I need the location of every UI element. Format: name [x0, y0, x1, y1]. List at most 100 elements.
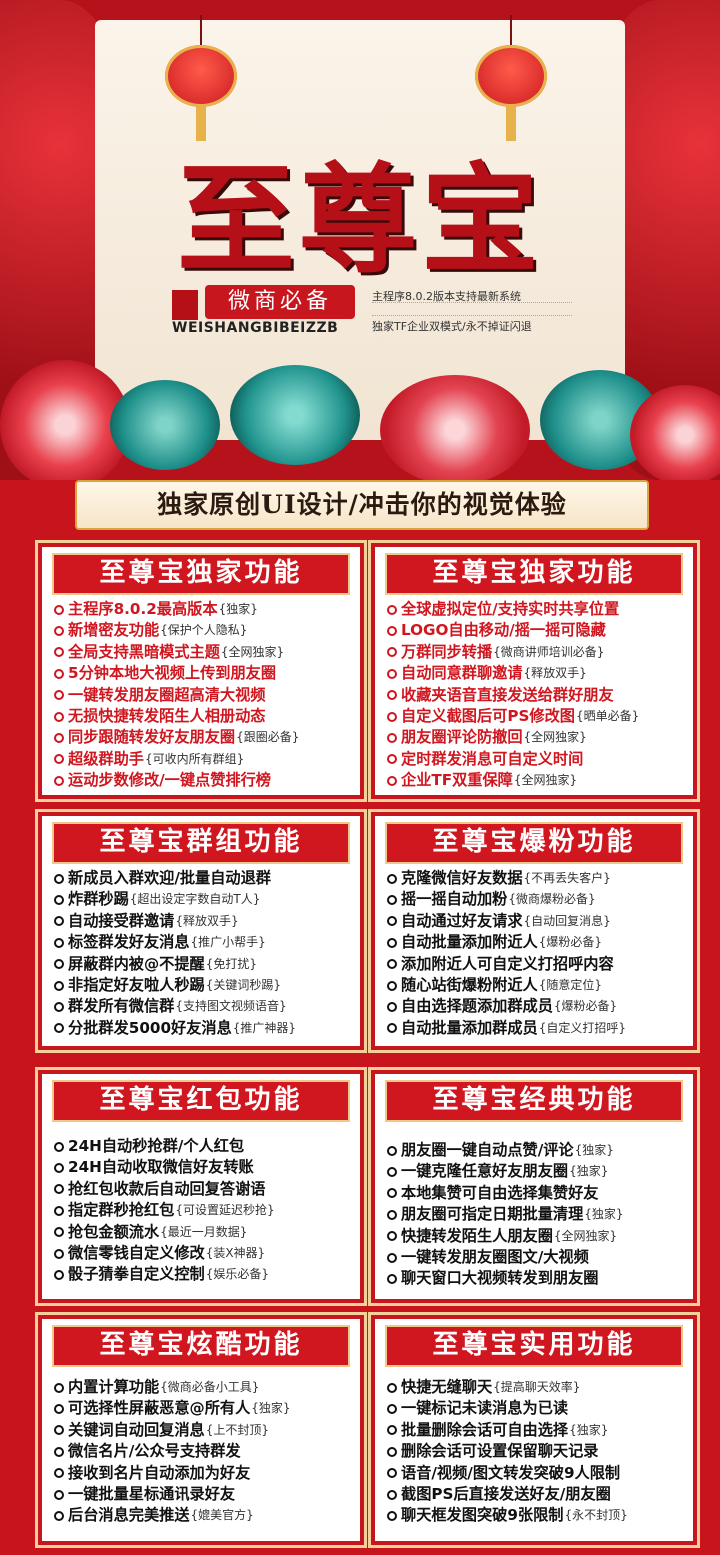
- list-item: 标签群发好友消息 {推广小帮手}: [54, 932, 352, 953]
- item-note: {永不封顶}: [564, 1508, 628, 1523]
- bullet-icon: [387, 711, 397, 722]
- bullet-icon: [54, 916, 64, 927]
- flower-icon: [230, 365, 360, 465]
- item-note: {超出设定字数自动T人}: [129, 892, 261, 907]
- item-text: 企业TF双重保障: [401, 771, 513, 790]
- list-item: 语音/视频/图文转发突破9人限制: [387, 1463, 685, 1484]
- list-item: 全球虚拟定位/支持实时共享位置: [387, 599, 685, 620]
- item-note: {支持图文视频语音}: [175, 999, 287, 1014]
- bullet-icon: [54, 980, 64, 991]
- feature-card: 至尊宝独家功能 主程序8.0.2最高版本 {独家} 新增密友功能 {保护个人隐私} …: [38, 543, 364, 799]
- bullet-icon: [387, 1274, 397, 1285]
- item-text: 快捷转发陌生人朋友圈: [401, 1226, 553, 1245]
- bullet-icon: [54, 690, 64, 701]
- bullet-icon: [387, 754, 397, 765]
- lantern-icon: [475, 15, 547, 141]
- feature-list: 快捷无缝聊天 {提高聊天效率} 一键标记未读消息为已读 批量删除会话可自由选择 {独…: [387, 1377, 685, 1527]
- bullet-icon: [54, 959, 64, 970]
- list-item: 一键克隆任意好友朋友圈 {独家}: [387, 1161, 685, 1182]
- bullet-icon: [54, 604, 64, 615]
- list-item: 5分钟本地大视频上传到朋友圈: [54, 663, 352, 684]
- list-item: 企业TF双重保障 {全网独家}: [387, 770, 685, 791]
- item-text: LOGO自由移动/摇一摇可隐藏: [401, 621, 606, 640]
- bullet-icon: [387, 873, 397, 884]
- bullet-icon: [387, 604, 397, 615]
- item-text: 微信零钱自定义修改: [68, 1243, 205, 1262]
- list-item: 微信名片/公众号支持群发: [54, 1441, 352, 1462]
- bullet-icon: [54, 1404, 64, 1415]
- list-item: 抢红包收款后自动回复答谢语: [54, 1179, 352, 1200]
- list-item: 骰子猜拳自定义控制 {娱乐必备}: [54, 1264, 352, 1285]
- item-note: {独家}: [574, 1143, 614, 1157]
- bullet-icon: [54, 1489, 64, 1500]
- item-text: 添加附近人可自定义打招呼内容: [401, 954, 614, 973]
- list-item: 24H自动收取微信好友转账: [54, 1157, 352, 1178]
- bullet-icon: [387, 895, 397, 906]
- list-item: 屏蔽群内被@不提醒 {免打扰}: [54, 954, 352, 975]
- item-text: 抢红包收款后自动回复答谢语: [68, 1179, 266, 1198]
- bullet-icon: [387, 1188, 397, 1199]
- feature-card: 至尊宝爆粉功能 克隆微信好友数据 {不再丢失客户} 摇一摇自动加粉 {微商爆粉必备}…: [371, 812, 697, 1050]
- feature-list: 24H自动秒抢群/个人红包 24H自动收取微信好友转账 抢红包收款后自动回复答谢…: [54, 1136, 352, 1286]
- item-note: {关键词秒踢}: [205, 977, 281, 992]
- item-text: 微信名片/公众号支持群发: [68, 1442, 241, 1461]
- bullet-icon: [54, 1468, 64, 1479]
- item-text: 万群同步转播: [401, 642, 493, 661]
- item-text: 可选择性屏蔽恶意@所有人: [68, 1399, 251, 1418]
- list-item: 自由选择题添加群成员 {爆粉必备}: [387, 996, 685, 1017]
- list-item: 自定义截图后可PS修改图 {晒单必备}: [387, 706, 685, 727]
- item-text: 自动同意群聊邀请: [401, 664, 523, 683]
- banner-text: 独家原创UI设计/冲击你的视觉体验: [157, 490, 567, 519]
- bullet-icon: [54, 775, 64, 786]
- item-text: 随心站街爆粉附近人: [401, 975, 538, 994]
- bullet-icon: [387, 1382, 397, 1393]
- item-text: 克隆微信好友数据: [401, 869, 523, 887]
- item-text: 语音/视频/图文转发突破9人限制: [401, 1463, 621, 1482]
- item-text: 批量删除会话可自由选择: [401, 1420, 569, 1439]
- bullet-icon: [387, 1404, 397, 1415]
- list-item: 同步跟随转发好友朋友圈 {跟圈必备}: [54, 727, 352, 748]
- item-note: {独家}: [251, 1401, 291, 1416]
- item-text: 主程序8.0.2最高版本: [68, 600, 218, 618]
- list-item: 收藏夹语音直接发送给群好朋友: [387, 685, 685, 706]
- list-item: 快捷无缝聊天 {提高聊天效率}: [387, 1377, 685, 1398]
- item-text: 全球虚拟定位/支持实时共享位置: [401, 600, 620, 618]
- list-item: 自动批量添加附近人 {爆粉必备}: [387, 932, 685, 953]
- feature-list: 主程序8.0.2最高版本 {独家} 新增密友功能 {保护个人隐私} 全局支持黑暗模式…: [54, 599, 352, 792]
- item-text: 新成员入群欢迎/批量自动退群: [68, 869, 271, 887]
- pinyin-text: WEISHANGBIBEIZZB: [172, 320, 339, 336]
- lantern-icon: [165, 15, 237, 141]
- flower-icon: [0, 360, 130, 480]
- list-item: 一键标记未读消息为已读: [387, 1398, 685, 1419]
- bullet-icon: [387, 647, 397, 658]
- item-note: {装X神器}: [205, 1245, 266, 1260]
- item-note: {爆粉必备}: [538, 935, 602, 950]
- card-title: 至尊宝群组功能: [52, 822, 350, 864]
- item-text: 一键克隆任意好友朋友圈: [401, 1162, 569, 1181]
- bullet-icon: [54, 1248, 64, 1259]
- item-note: {跟圈必备}: [236, 730, 300, 745]
- bullet-icon: [54, 1446, 64, 1457]
- item-text: 群发所有微信群: [68, 997, 175, 1016]
- bullet-icon: [387, 1231, 397, 1242]
- item-note: {全网独家}: [220, 644, 285, 659]
- list-item: 克隆微信好友数据 {不再丢失客户}: [387, 868, 685, 889]
- feature-card: 至尊宝红包功能 24H自动秒抢群/个人红包 24H自动收取微信好友转账 抢红包收…: [38, 1070, 364, 1303]
- item-text: 24H自动收取微信好友转账: [68, 1158, 254, 1177]
- bullet-icon: [387, 1209, 397, 1220]
- item-note: {不再丢失客户}: [523, 871, 611, 885]
- item-text: 屏蔽群内被@不提醒: [68, 954, 205, 973]
- item-text: 快捷无缝聊天: [401, 1378, 493, 1396]
- item-text: 自动批量添加附近人: [401, 933, 538, 952]
- item-note: {微商爆粉必备}: [508, 892, 596, 907]
- list-item: 分批群发5000好友消息 {推广神器}: [54, 1018, 352, 1039]
- list-item: 24H自动秒抢群/个人红包: [54, 1136, 352, 1157]
- item-text: 收藏夹语音直接发送给群好朋友: [401, 685, 614, 704]
- list-item: 炸群秒踢 {超出设定字数自动T人}: [54, 889, 352, 910]
- item-note: {全网独家}: [523, 730, 587, 745]
- item-text: 5分钟本地大视频上传到朋友圈: [68, 664, 277, 683]
- item-text: 内置计算功能: [68, 1378, 160, 1396]
- bullet-icon: [54, 1511, 64, 1522]
- item-text: 聊天框发图突破9张限制: [401, 1506, 564, 1525]
- feature-card: 至尊宝经典功能 朋友圈一键自动点赞/评论 {独家} 一键克隆任意好友朋友圈 {独家}…: [371, 1070, 697, 1303]
